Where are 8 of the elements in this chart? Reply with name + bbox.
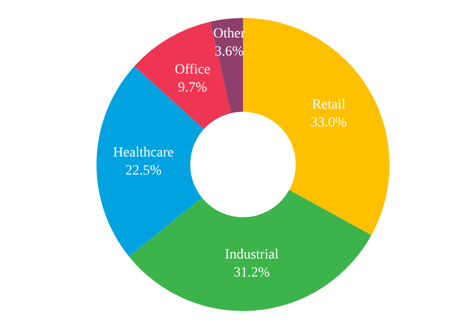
data-label: 33.0%	[310, 115, 348, 130]
slice-label: Office	[174, 62, 210, 78]
data-label: 22.5%	[125, 163, 162, 178]
data-label: 9.7%	[178, 80, 208, 96]
slice-label: Industrial	[224, 247, 279, 262]
slice-label: Healthcare	[113, 145, 174, 160]
slice-label: Retail	[312, 97, 346, 112]
data-label: 31.2%	[234, 265, 270, 280]
